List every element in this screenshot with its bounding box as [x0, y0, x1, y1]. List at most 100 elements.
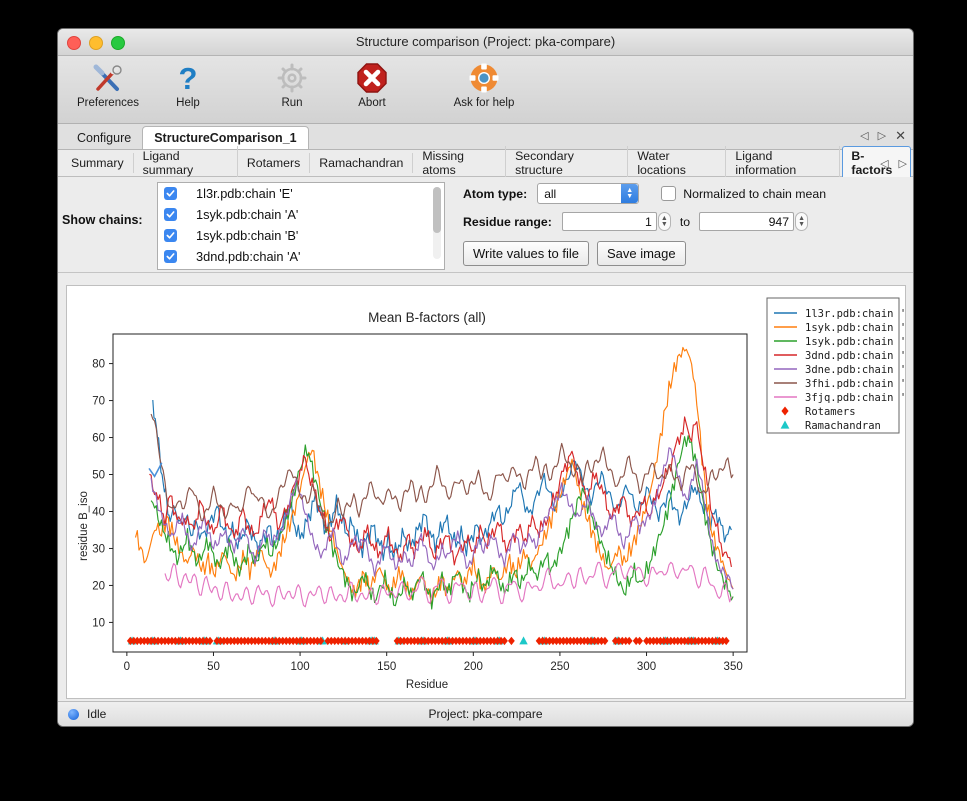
tab-secondary-structure[interactable]: Secondary structure	[506, 146, 629, 180]
list-item[interactable]: 1syk.pdb:chain 'A'	[158, 204, 444, 225]
save-image-button[interactable]: Save image	[596, 241, 686, 266]
ask-for-help-button[interactable]: Ask for help	[436, 60, 532, 109]
residue-range-from-input[interactable]: 1	[561, 212, 657, 231]
tab-missing-atoms[interactable]: Missing atoms	[413, 146, 507, 180]
residue-from-stepper[interactable]: ▲ ▼	[657, 212, 671, 231]
list-item[interactable]: 3dnd.pdb:chain 'A'	[158, 246, 444, 267]
svg-text:30: 30	[92, 543, 105, 555]
svg-text:80: 80	[92, 359, 105, 371]
checkbox-checked-icon[interactable]	[164, 187, 177, 200]
window-titlebar: Structure comparison (Project: pka-compa…	[58, 29, 913, 56]
minimize-window-button[interactable]	[89, 36, 103, 50]
tab-prev-icon[interactable]: ◁	[860, 130, 869, 142]
app-window: Structure comparison (Project: pka-compa…	[57, 28, 914, 727]
chart-ylabel: residue B_iso	[78, 491, 90, 561]
subtab-next-icon[interactable]: ▷	[898, 157, 907, 170]
chart-title: Mean B-factors (all)	[368, 310, 486, 325]
tab-structure-comparison-1[interactable]: StructureComparison_1	[142, 126, 309, 149]
tab-ligand-summary[interactable]: Ligand summary	[134, 146, 238, 180]
gear-icon	[276, 60, 308, 96]
checkbox-checked-icon[interactable]	[164, 208, 177, 221]
chart-xlabel: Residue	[406, 679, 448, 691]
svg-text:Ramachandran: Ramachandran	[805, 420, 881, 432]
ask-for-help-label: Ask for help	[453, 97, 515, 109]
status-bar: Idle Project: pka-compare	[58, 701, 913, 726]
abort-button[interactable]: Abort	[332, 60, 412, 109]
maximize-window-button[interactable]	[111, 36, 125, 50]
svg-text:20: 20	[92, 580, 105, 592]
tab-water-locations[interactable]: Water locations	[628, 146, 727, 180]
chain-label: 1l3r.pdb:chain 'E'	[196, 186, 293, 201]
svg-text:10: 10	[92, 617, 105, 629]
svg-text:70: 70	[92, 396, 105, 408]
sub-tab-bar: Summary Ligand summary Rotamers Ramachan…	[58, 146, 913, 180]
svg-text:3dne.pdb:chain 'A': 3dne.pdb:chain 'A'	[805, 364, 905, 376]
close-window-button[interactable]	[67, 36, 81, 50]
main-toolbar: Preferences ? Help	[58, 56, 913, 124]
tab-ramachandran[interactable]: Ramachandran	[310, 153, 414, 173]
close-tab-icon[interactable]: ✕	[895, 128, 906, 143]
svg-text:300: 300	[637, 661, 656, 673]
run-button[interactable]: Run	[252, 60, 332, 109]
controls-panel: Show chains: 1l3r.pdb:chain 'E' 1syk.pdb…	[58, 177, 913, 273]
window-controls	[67, 36, 125, 50]
question-mark-icon: ?	[173, 60, 203, 96]
checkbox-checked-icon[interactable]	[164, 229, 177, 242]
status-indicator-icon	[68, 708, 79, 720]
write-values-to-file-button[interactable]: Write values to file	[463, 241, 589, 266]
chain-list-scrollbar[interactable]	[433, 187, 441, 259]
preferences-label: Preferences	[76, 97, 139, 109]
svg-text:150: 150	[377, 661, 396, 673]
tab-rotamers[interactable]: Rotamers	[238, 153, 311, 173]
svg-text:200: 200	[464, 661, 483, 673]
subtab-prev-icon[interactable]: ◁	[880, 157, 889, 170]
chevron-updown-icon[interactable]: ▲ ▼	[621, 184, 639, 203]
atom-type-select[interactable]: all ▲ ▼	[537, 183, 640, 204]
tab-configure[interactable]: Configure	[77, 131, 132, 145]
plot-options: Atom type: all ▲ ▼ Normalized to chain me…	[463, 181, 907, 266]
chain-label: 1syk.pdb:chain 'A'	[196, 207, 299, 222]
normalized-checkbox-row[interactable]: Normalized to chain mean	[661, 186, 826, 201]
tab-ligand-information[interactable]: Ligand information	[726, 146, 841, 180]
preferences-button[interactable]: Preferences	[68, 60, 148, 109]
b-factor-plot[interactable]: Mean B-factors (all) residue B_iso Resid…	[66, 285, 906, 699]
atom-type-label: Atom type:	[463, 186, 528, 201]
window-title: Structure comparison (Project: pka-compa…	[355, 34, 616, 49]
normalized-label: Normalized to chain mean	[683, 186, 827, 201]
chain-label: 1syk.pdb:chain 'B'	[196, 228, 299, 243]
svg-text:3fjq.pdb:chain 'E': 3fjq.pdb:chain 'E'	[805, 392, 905, 404]
residue-range-row: Residue range: 1 ▲ ▼ to 947 ▲ ▼	[463, 209, 907, 234]
status-project: Project: pka-compare	[428, 707, 543, 721]
scrollbar-thumb[interactable]	[433, 187, 441, 233]
help-button[interactable]: ? Help	[148, 60, 228, 109]
residue-to-stepper[interactable]: ▲ ▼	[795, 212, 809, 231]
list-item[interactable]: 1l3r.pdb:chain 'E'	[158, 183, 444, 204]
chart-plot-group: 0 50 100 150 200 250 300 350 10 20 30 40 50 60 70 80	[92, 333, 748, 673]
chain-list[interactable]: 1l3r.pdb:chain 'E' 1syk.pdb:chain 'A' 1s…	[157, 182, 445, 270]
range-to-label: to	[679, 214, 691, 229]
help-label: Help	[176, 97, 200, 109]
svg-text:100: 100	[290, 661, 309, 673]
tab-next-icon[interactable]: ▷	[877, 130, 887, 142]
run-label: Run	[281, 97, 303, 109]
svg-text:60: 60	[92, 433, 105, 445]
chain-label: 3dnd.pdb:chain 'A'	[196, 249, 301, 264]
abort-label: Abort	[358, 97, 386, 109]
tab-summary[interactable]: Summary	[62, 153, 134, 173]
svg-text:350: 350	[724, 661, 743, 673]
project-tab-bar: Configure StructureComparison_1 ◁ ▷ ✕	[58, 124, 913, 150]
list-item[interactable]: 1syk.pdb:chain 'B'	[158, 225, 444, 246]
project-tab-nav: ◁ ▷ ✕	[860, 129, 906, 142]
checkbox-checked-icon[interactable]	[164, 250, 177, 263]
normalized-checkbox[interactable]	[661, 186, 677, 201]
chart-legend: 1l3r.pdb:chain 'E' 1syk.pdb:chain 'A' 1syk…	[766, 297, 905, 434]
residue-range-to-input[interactable]: 947	[699, 212, 795, 231]
svg-text:1syk.pdb:chain 'A': 1syk.pdb:chain 'A'	[805, 322, 905, 334]
svg-text:50: 50	[207, 661, 220, 673]
status-text: Idle	[87, 707, 107, 721]
svg-text:50: 50	[92, 470, 105, 482]
residue-range-label: Residue range:	[463, 214, 552, 229]
atom-type-row: Atom type: all ▲ ▼ Normalized to chain me…	[463, 181, 907, 206]
action-buttons-row: Write values to file Save image	[463, 241, 907, 266]
show-chains-label: Show chains:	[62, 213, 143, 227]
